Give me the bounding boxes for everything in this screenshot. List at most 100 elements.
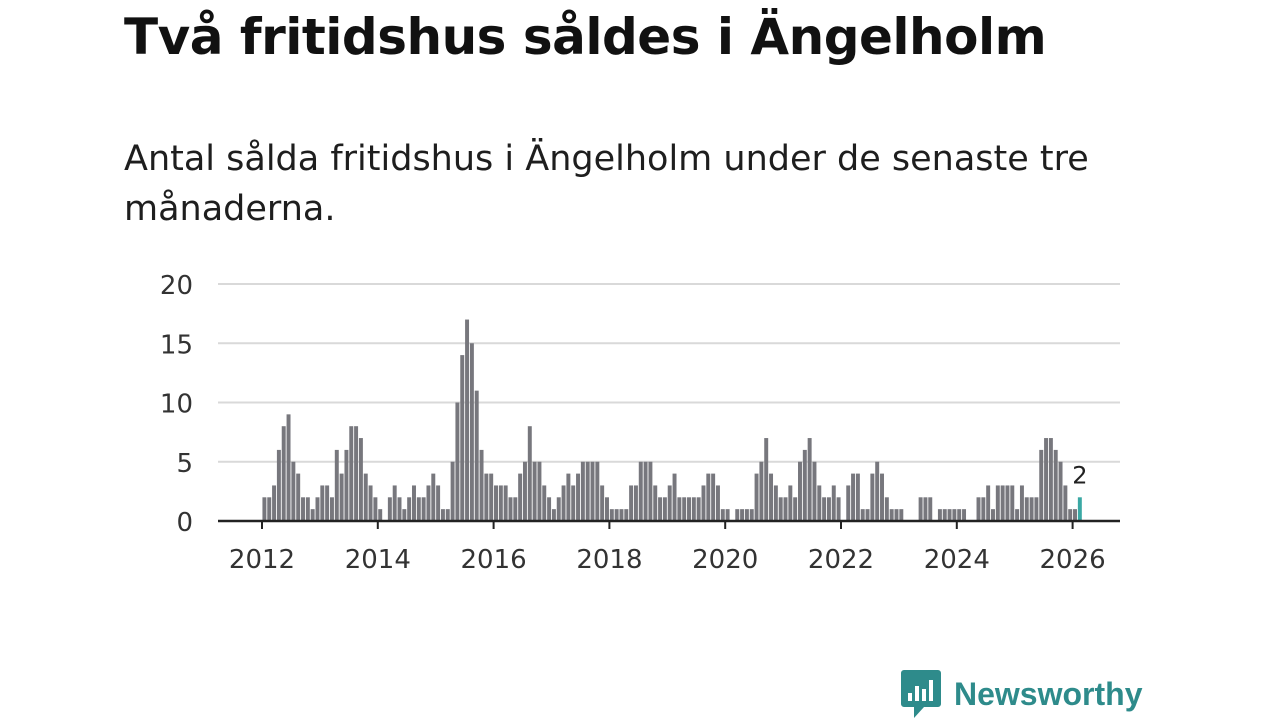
- bar: [706, 473, 711, 521]
- bar: [802, 449, 807, 521]
- bar: [952, 509, 957, 521]
- bar: [469, 343, 474, 521]
- bar: [281, 426, 286, 521]
- x-tick-label: 2018: [576, 545, 642, 575]
- bar: [436, 485, 441, 521]
- bar: [744, 509, 749, 521]
- bar: [648, 461, 653, 521]
- data-label-latest: 2: [1072, 461, 1087, 489]
- bar: [836, 497, 841, 521]
- x-tick-label: 2020: [692, 545, 758, 575]
- bars: [262, 319, 1082, 521]
- bar: [301, 497, 305, 521]
- bar: [720, 509, 725, 521]
- bar: [585, 461, 590, 521]
- x-tick-label: 2014: [345, 545, 411, 575]
- bar: [894, 509, 899, 521]
- bar: [1010, 485, 1015, 521]
- bar: [880, 473, 884, 521]
- bar: [614, 509, 619, 521]
- bar: [715, 485, 720, 521]
- bar: [855, 473, 860, 521]
- bar: [643, 461, 648, 521]
- bar-highlight: [1077, 497, 1082, 521]
- newsworthy-logo[interactable]: Newsworthy: [900, 668, 1142, 720]
- newsworthy-logo-icon: [901, 670, 941, 718]
- bar: [513, 497, 518, 521]
- bar: [421, 497, 426, 521]
- bar: [687, 497, 691, 521]
- bar: [619, 509, 624, 521]
- bar: [638, 461, 643, 521]
- bar: [387, 497, 392, 521]
- bar: [817, 485, 822, 521]
- bar: [759, 461, 764, 521]
- bar: [431, 473, 436, 521]
- bar: [537, 461, 542, 521]
- bar: [566, 473, 571, 521]
- y-tick-label: 10: [160, 390, 193, 420]
- bar: [788, 485, 793, 521]
- bar: [518, 473, 523, 521]
- bar: [286, 414, 291, 521]
- bar: [735, 509, 740, 521]
- bar: [749, 509, 754, 521]
- x-axis-ticks: 2012 2014 2016 2018 2020 2022 2024 2026: [229, 521, 1106, 575]
- bar: [416, 497, 421, 521]
- bar: [870, 473, 875, 521]
- chart-subtitle: Antal sålda fritidshus i Ängelholm under…: [124, 139, 1089, 229]
- bar: [455, 402, 460, 521]
- bar: [889, 509, 894, 521]
- bar: [450, 461, 455, 521]
- bar: [918, 497, 923, 521]
- bar: [986, 485, 991, 521]
- bar: [865, 509, 870, 521]
- bar: [445, 509, 450, 521]
- bar: [402, 509, 407, 521]
- bar: [667, 485, 672, 521]
- bar: [1068, 509, 1073, 521]
- bar: [532, 461, 537, 521]
- bar: [407, 497, 412, 521]
- bar: [484, 473, 489, 521]
- bar: [508, 497, 513, 521]
- bar: [576, 473, 581, 521]
- bar: [662, 497, 667, 521]
- bar: [691, 497, 696, 521]
- bar: [633, 485, 638, 521]
- bar: [769, 473, 774, 521]
- bar: [296, 473, 301, 521]
- bar: [672, 473, 677, 521]
- bar: [1019, 485, 1024, 521]
- bar: [494, 485, 498, 521]
- bar: [783, 497, 788, 521]
- bar: [489, 473, 494, 521]
- bar: [1024, 497, 1029, 521]
- bar: [600, 485, 605, 521]
- grid-lines: [218, 283, 1120, 463]
- bar: [624, 509, 629, 521]
- x-tick-label: 2012: [229, 545, 295, 575]
- bar: [701, 485, 706, 521]
- bar: [329, 497, 334, 521]
- bar: [860, 509, 865, 521]
- bar: [711, 473, 716, 521]
- bar: [928, 497, 933, 521]
- bar: [658, 497, 663, 521]
- bar: [773, 485, 778, 521]
- bar: [392, 485, 397, 521]
- bar: [798, 461, 802, 521]
- bar: [595, 461, 600, 521]
- bar: [884, 497, 889, 521]
- x-tick-label: 2026: [1040, 545, 1106, 575]
- bar: [440, 509, 445, 521]
- bar: [1058, 461, 1063, 521]
- bar: [947, 509, 952, 521]
- bar: [412, 485, 416, 521]
- bar: [305, 497, 310, 521]
- bar: [590, 461, 595, 521]
- data-labels: 2: [1072, 461, 1087, 489]
- bar: [923, 497, 928, 521]
- bar: [609, 509, 614, 521]
- bar: [1053, 449, 1058, 521]
